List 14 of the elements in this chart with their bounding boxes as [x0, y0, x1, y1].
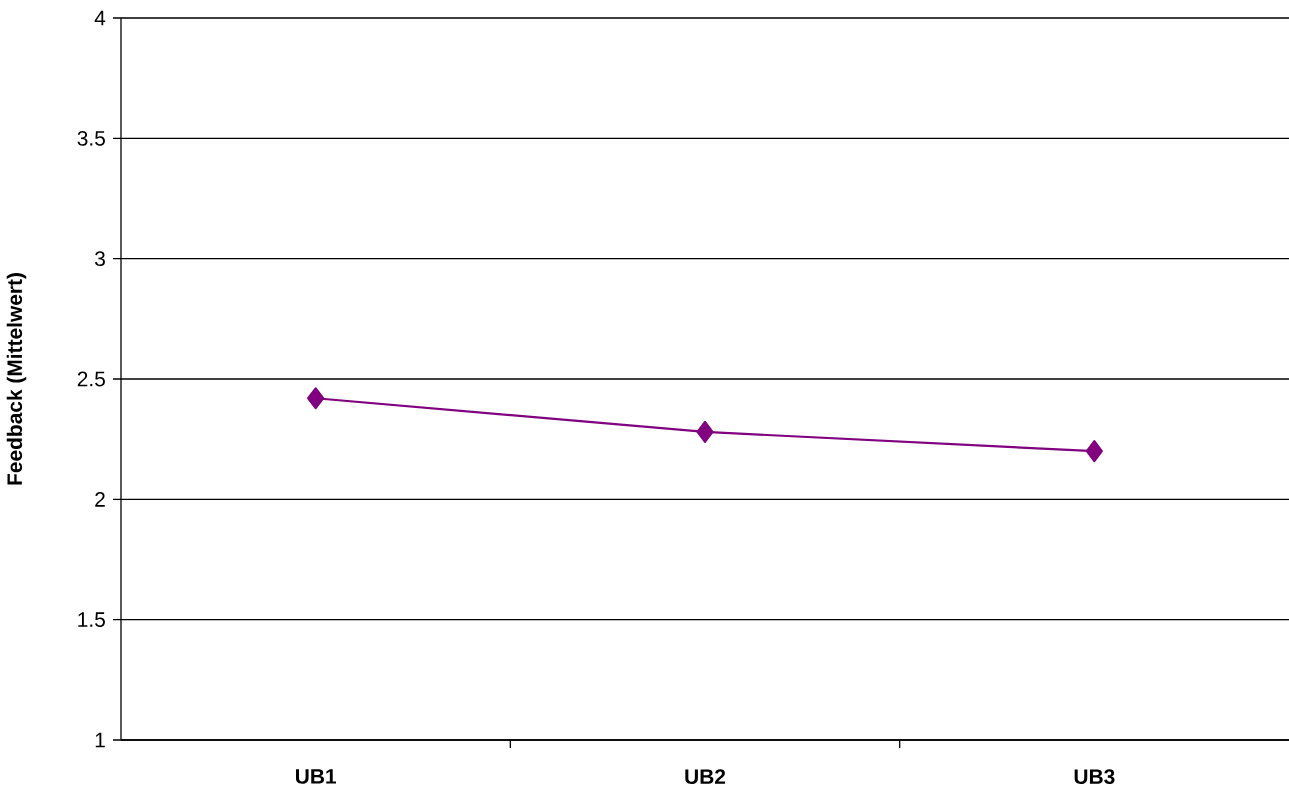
- point: [307, 387, 325, 410]
- x-tick-label: UB3: [1074, 769, 1115, 785]
- y-tick-label: 1.5: [78, 612, 105, 627]
- y-axis-title: Feedback (Mittelwert): [6, 273, 27, 485]
- y-tick-label: 2: [95, 492, 105, 507]
- y-tick-label: 4: [94, 10, 106, 26]
- x-tick-label: UB1: [295, 769, 336, 784]
- point: [1085, 440, 1103, 463]
- y-tick-label: 3.5: [77, 130, 105, 146]
- point: [696, 420, 714, 444]
- x-tick-label: UB2: [685, 769, 726, 784]
- y-tick-label: 2.5: [77, 371, 105, 387]
- y-tick-label: 1: [95, 732, 105, 748]
- y-tick-label: 3: [94, 251, 105, 267]
